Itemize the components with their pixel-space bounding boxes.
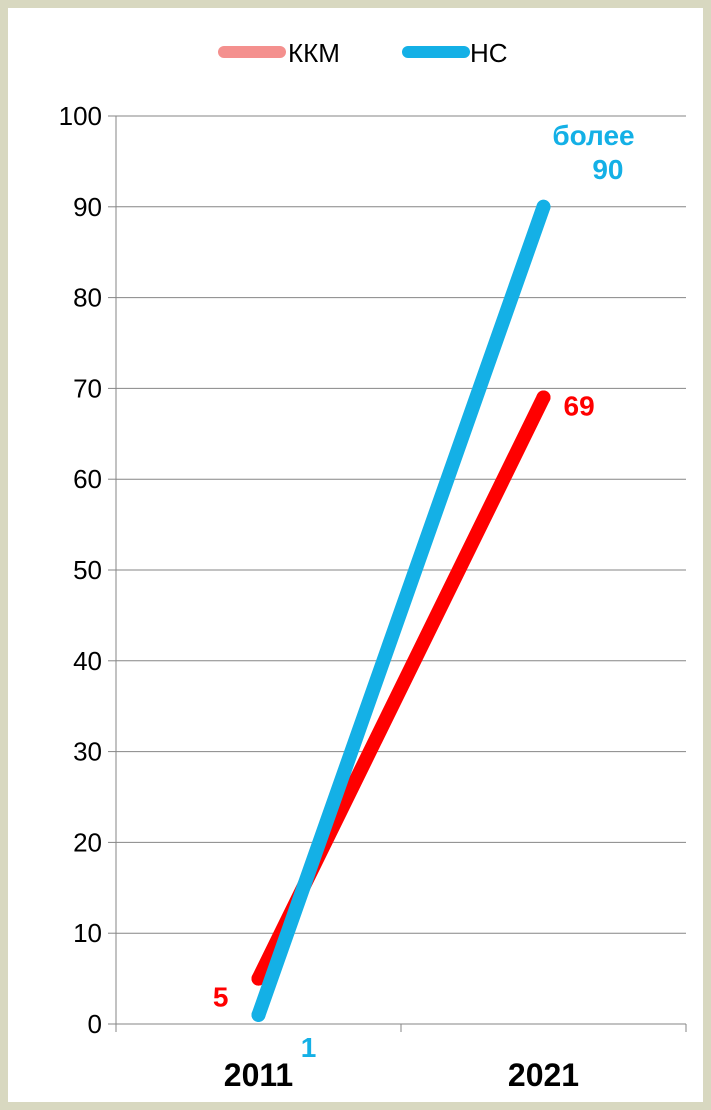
- x-tick-label-2021: 2021: [508, 1057, 579, 1093]
- legend: ККМ НС: [218, 38, 508, 68]
- legend-label-2: НС: [470, 38, 508, 68]
- chart-frame: ККМ НС 0 10 20 30 40 50 60 70 80 90 100 2011 2021 5 69…: [8, 8, 703, 1102]
- y-tick-label-100: 100: [59, 101, 102, 131]
- y-tick-label-30: 30: [73, 737, 102, 767]
- data-label-series-1-2011: 5: [213, 982, 229, 1013]
- legend-label-1: ККМ: [288, 38, 340, 68]
- x-tick-label-2011: 2011: [224, 1057, 293, 1093]
- y-tick-label-70: 70: [73, 373, 102, 403]
- series-2-point-2011: [251, 1007, 266, 1022]
- y-tick-label-10: 10: [73, 918, 102, 948]
- y-tick-label-60: 60: [73, 464, 102, 494]
- data-label-series-2-2021: более 90: [552, 120, 634, 185]
- series-lines: [251, 199, 551, 1022]
- data-label-series-2-2011: 1: [301, 1032, 317, 1063]
- series-2-point-2021: [536, 199, 551, 214]
- data-labels: 5 69 1 более 90: [213, 120, 635, 1063]
- series-1-point-2021: [536, 390, 551, 405]
- y-tick-label-90: 90: [73, 192, 102, 222]
- y-tick-label-40: 40: [73, 646, 102, 676]
- y-tick-label-20: 20: [73, 827, 102, 857]
- series-line-2: [251, 199, 551, 1022]
- series-1-point-2011: [251, 971, 266, 986]
- y-tick-label-0: 0: [88, 1009, 102, 1039]
- y-tick-label-80: 80: [73, 283, 102, 313]
- y-tick-label-50: 50: [73, 555, 102, 585]
- line-chart: ККМ НС 0 10 20 30 40 50 60 70 80 90 100 2011 2021 5 69…: [59, 38, 687, 1093]
- axes: 0 10 20 30 40 50 60 70 80 90 100 2011 2021: [59, 101, 687, 1093]
- data-label-series-1-2021: 69: [564, 390, 595, 421]
- gridlines: [116, 115, 686, 934]
